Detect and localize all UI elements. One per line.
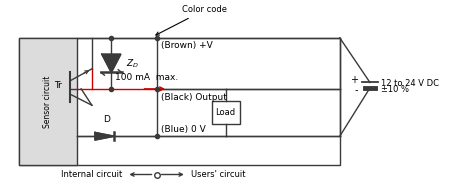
Text: ±10 %: ±10 %: [381, 85, 409, 94]
Text: Internal circuit: Internal circuit: [61, 170, 122, 179]
Text: $Z_D$: $Z_D$: [126, 57, 140, 70]
Text: (Black) Output: (Black) Output: [161, 92, 227, 102]
Bar: [18, 38, 77, 165]
Bar: [212, 101, 239, 124]
Text: (Blue) 0 V: (Blue) 0 V: [161, 125, 206, 134]
Text: +: +: [350, 75, 358, 85]
Text: 100 mA  max.: 100 mA max.: [115, 73, 179, 82]
Text: Tr: Tr: [54, 81, 62, 90]
Text: Load: Load: [216, 108, 236, 117]
Text: (Brown) +V: (Brown) +V: [161, 41, 213, 51]
Polygon shape: [95, 132, 114, 140]
Text: 12 to 24 V DC: 12 to 24 V DC: [381, 79, 439, 88]
Text: Users' circuit: Users' circuit: [191, 170, 246, 179]
Text: D: D: [104, 115, 110, 124]
Text: -: -: [355, 85, 358, 95]
Bar: [18, 38, 340, 165]
Text: Sensor circuit: Sensor circuit: [43, 75, 52, 128]
Polygon shape: [102, 54, 121, 73]
Text: Color code: Color code: [156, 5, 227, 35]
